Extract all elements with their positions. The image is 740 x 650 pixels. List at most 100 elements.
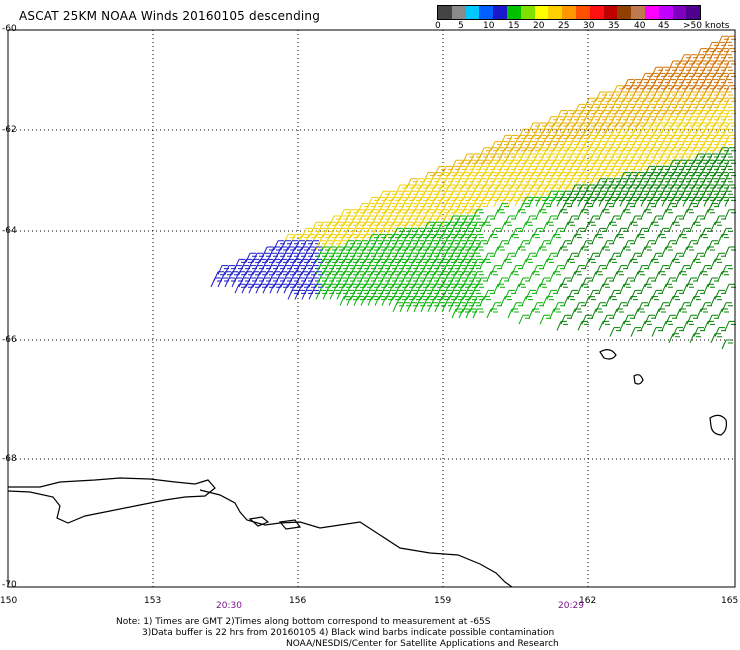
note-line-1: Note: 1) Times are GMT 2)Times along bot… (116, 617, 491, 627)
wind-barb (682, 283, 694, 294)
wind-barb (682, 209, 694, 220)
wind-barb (609, 289, 621, 300)
legend-swatch (493, 6, 507, 19)
wind-barb (623, 277, 635, 288)
map-title: ASCAT 25KM NOAA Winds 20160105 descendin… (19, 9, 321, 23)
legend-tick: 10 (483, 21, 495, 31)
wind-barb (717, 308, 729, 319)
wind-barb (686, 203, 698, 213)
wind-barb (574, 265, 586, 275)
wind-barb (542, 296, 554, 306)
wind-barb (693, 289, 705, 300)
wind-barb (612, 308, 624, 319)
wind-barb (710, 221, 722, 232)
wind-barb (707, 203, 719, 213)
wind-barb (602, 314, 614, 325)
legend-swatch (520, 6, 535, 19)
wind-barb (518, 203, 530, 213)
wind-barb (560, 203, 572, 213)
wind-barb (483, 289, 495, 300)
wind-barb (514, 209, 526, 220)
wind-barb (689, 333, 701, 344)
wind-barb (560, 314, 572, 325)
wind-barb (640, 283, 652, 294)
wind-barb (630, 327, 642, 337)
wind-barb (626, 296, 638, 306)
wind-barb (623, 203, 635, 213)
wind-barb (661, 283, 673, 294)
wind-barb (721, 103, 733, 114)
wind-barb (472, 246, 484, 257)
wind-barb (682, 320, 694, 331)
wind-barb (577, 320, 589, 331)
wind-barb (497, 277, 509, 288)
wind-barb (724, 184, 736, 195)
wind-barb (724, 159, 736, 170)
legend-color-bar (437, 5, 701, 20)
wind-barb (661, 246, 673, 257)
wind-barb (598, 209, 610, 220)
wind-barb (500, 296, 512, 306)
wind-barb (500, 221, 512, 232)
wind-barb (714, 252, 726, 263)
wind-barb (724, 72, 736, 83)
wind-barb (472, 271, 484, 282)
wind-barb (619, 320, 631, 331)
wind-barb (535, 246, 547, 257)
wind-barb (595, 265, 607, 275)
legend-swatch (644, 6, 659, 19)
wind-barb (476, 277, 488, 288)
wind-barb (612, 234, 624, 244)
wind-barb (507, 308, 519, 319)
wind-barb (539, 240, 551, 251)
wind-barb (707, 277, 719, 288)
wind-barb (472, 209, 484, 220)
wind-barb (721, 66, 733, 77)
wind-barb (469, 215, 481, 226)
wind-barb (609, 215, 621, 226)
wind-barb (567, 215, 579, 226)
wind-barb (623, 240, 635, 251)
wind-barb (549, 234, 561, 244)
wind-barb (588, 215, 600, 226)
wind-barb (637, 265, 649, 275)
legend-swatch (479, 6, 494, 19)
legend-tick: 30 (583, 21, 595, 31)
wind-barb (721, 339, 733, 350)
wind-barb (626, 221, 638, 232)
wind-barb (574, 302, 586, 313)
wind-barb (640, 320, 652, 331)
wind-barb (504, 215, 516, 226)
wind-barb (518, 240, 530, 251)
wind-barb (539, 277, 551, 288)
wind-barb (490, 302, 502, 313)
wind-barb (714, 327, 726, 337)
wind-barb (717, 234, 729, 244)
legend-tick: 25 (558, 21, 570, 31)
legend-swatch (465, 6, 480, 19)
wind-barb (633, 271, 645, 282)
wind-barb (584, 258, 596, 269)
wind-barb (469, 302, 481, 313)
wind-barb (570, 234, 582, 244)
wind-barb (598, 246, 610, 257)
wind-barb (574, 227, 586, 238)
wind-barb (686, 240, 698, 251)
wind-barb (721, 128, 733, 139)
wind-barb (668, 296, 680, 306)
wind-barb (581, 277, 593, 288)
wind-barb (525, 252, 537, 263)
wind-barb (679, 302, 691, 313)
wind-barb (546, 252, 558, 263)
legend-swatch (603, 6, 618, 19)
wind-barb (724, 196, 736, 207)
wind-barb (689, 258, 701, 269)
wind-barb (689, 221, 701, 232)
wind-barb (507, 234, 519, 244)
wind-barb (654, 234, 666, 244)
legend-swatch (548, 6, 563, 19)
wind-barb (668, 258, 680, 269)
wind-barb (535, 209, 547, 220)
wind-barb (479, 221, 491, 232)
